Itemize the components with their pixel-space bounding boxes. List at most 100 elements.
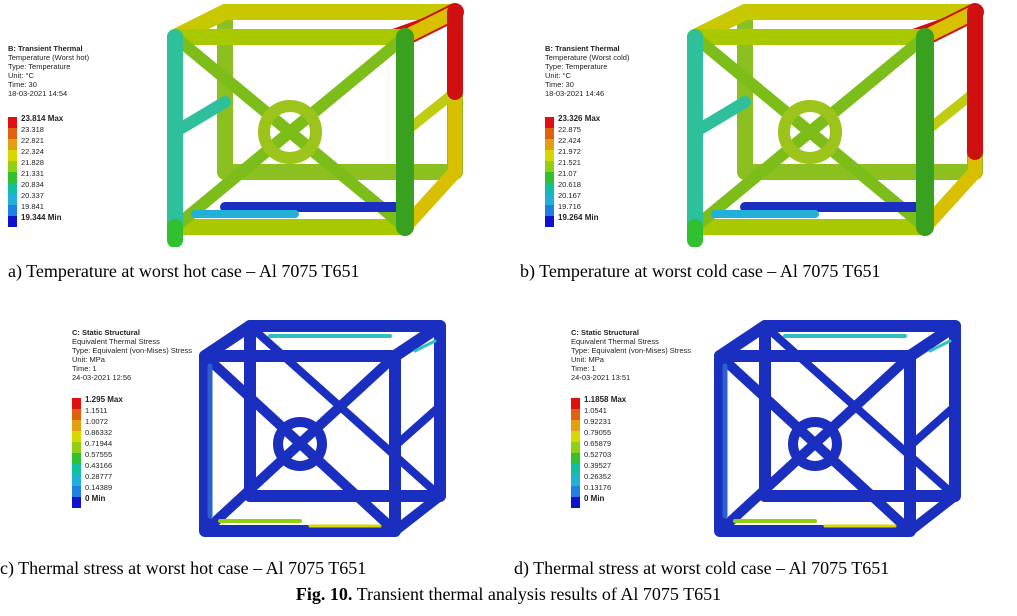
scale-value: 21.521 xyxy=(558,158,581,167)
scale-value: 0.26352 xyxy=(584,472,612,481)
scale-value: 0 Min xyxy=(584,494,605,503)
cube-frame-temperature-hot xyxy=(167,3,464,247)
scale-swatch xyxy=(72,420,81,431)
scale-swatch xyxy=(571,409,580,420)
legend-time: Time: 30 xyxy=(8,80,37,89)
caption-panel-d: d) Thermal stress at worst cold case – A… xyxy=(514,558,890,578)
scale-swatch xyxy=(72,431,81,442)
color-scale-panel-a: 23.814 Max 23.318 22.821 22.324 21.828 21.331… xyxy=(8,114,88,227)
scale-value: 1.295 Max xyxy=(85,395,123,404)
scale-value: 22.424 xyxy=(558,136,581,145)
scale-value: 19.344 Min xyxy=(21,213,62,222)
scale-swatch xyxy=(545,194,554,205)
scale-swatch xyxy=(571,453,580,464)
scale-value: 0.28777 xyxy=(85,472,113,481)
legend-panel-b: B: Transient Thermal Temperature (Worst … xyxy=(545,44,629,98)
scale-value: 0.79055 xyxy=(584,428,612,437)
caption-panel-b: b) Temperature at worst cold case – Al 7… xyxy=(520,261,881,281)
scale-value: 21.972 xyxy=(558,147,581,156)
scale-value: 1.1511 xyxy=(85,406,108,415)
legend-type: Type: Temperature xyxy=(8,62,71,71)
legend-time: Time: 30 xyxy=(545,80,574,89)
scale-swatch xyxy=(8,150,17,161)
scale-swatch xyxy=(72,398,81,409)
figure-label: Fig. 10. xyxy=(295,584,353,604)
scale-swatch xyxy=(571,398,580,409)
scale-value: 0.71944 xyxy=(85,439,113,448)
scale-value: 1.0072 xyxy=(85,417,108,426)
scale-swatch xyxy=(545,117,554,128)
scale-value: 22.875 xyxy=(558,125,581,134)
legend-type: Type: Temperature xyxy=(545,62,608,71)
legend-unit: Unit: °C xyxy=(545,71,571,80)
scale-value: 20.834 xyxy=(21,180,44,189)
scale-value: 19.264 Min xyxy=(558,213,599,222)
scale-swatch xyxy=(72,453,81,464)
legend-date: 18-03-2021 14:46 xyxy=(545,89,605,98)
scale-value: 21.331 xyxy=(21,169,44,178)
scale-swatch xyxy=(545,205,554,216)
scale-value: 0.43166 xyxy=(85,461,113,470)
scale-value: 0.13176 xyxy=(584,483,612,492)
scale-swatch xyxy=(571,486,580,497)
scale-swatch xyxy=(8,216,17,227)
scale-value: 1.1858 Max xyxy=(584,395,627,404)
scale-swatch xyxy=(72,464,81,475)
scale-swatch xyxy=(72,486,81,497)
legend-unit: Unit: MPa xyxy=(72,355,105,364)
scale-value: 20.618 xyxy=(558,180,581,189)
legend-result-name: Temperature (Worst hot) xyxy=(8,53,90,62)
scale-swatch xyxy=(571,420,580,431)
scale-swatch xyxy=(545,139,554,150)
cube-frame-stress-hot xyxy=(199,320,446,537)
color-scale-panel-b: 23.326 Max 22.875 22.424 21.972 21.521 21.07 2… xyxy=(545,114,625,227)
legend-panel-c: C: Static Structural Equivalent Thermal … xyxy=(72,328,192,382)
figure-caption: Fig. 10. Transient thermal analysis resu… xyxy=(0,584,1017,605)
legend-system: B: Transient Thermal xyxy=(545,44,620,53)
scale-swatch xyxy=(571,475,580,486)
scale-swatch xyxy=(571,431,580,442)
scale-swatch xyxy=(8,194,17,205)
legend-unit: Unit: °C xyxy=(8,71,34,80)
legend-system: C: Static Structural xyxy=(72,328,140,337)
scale-swatch xyxy=(571,464,580,475)
scale-value: 22.821 xyxy=(21,136,44,145)
scale-swatch xyxy=(8,161,17,172)
scale-swatch xyxy=(8,183,17,194)
legend-type: Type: Equivalent (von-Mises) Stress xyxy=(571,346,692,355)
color-scale-panel-c: 1.295 Max 1.1511 1.0072 0.86332 0.71944 0.575… xyxy=(72,395,152,508)
legend-time: Time: 1 xyxy=(571,364,596,373)
scale-value: 23.318 xyxy=(21,125,44,134)
legend-time: Time: 1 xyxy=(72,364,97,373)
scale-swatch xyxy=(8,139,17,150)
scale-value: 21.07 xyxy=(558,169,577,178)
scale-value: 1.0541 xyxy=(584,406,607,415)
scale-value: 19.841 xyxy=(21,202,44,211)
scale-value: 0.52703 xyxy=(584,450,612,459)
caption-panel-a: a) Temperature at worst hot case – Al 70… xyxy=(8,261,360,281)
scale-swatch xyxy=(545,172,554,183)
caption-panel-c: c) Thermal stress at worst hot case – Al… xyxy=(0,558,367,578)
scale-swatch xyxy=(72,442,81,453)
scale-value: 0.65879 xyxy=(584,439,612,448)
scale-swatch xyxy=(571,442,580,453)
legend-result-name: Equivalent Thermal Stress xyxy=(571,337,659,346)
scale-value: 0.39527 xyxy=(584,461,612,470)
legend-panel-a: B: Transient Thermal Temperature (Worst … xyxy=(8,44,89,98)
scale-swatch xyxy=(72,497,81,508)
legend-system: C: Static Structural xyxy=(571,328,639,337)
scale-value: 0.92231 xyxy=(584,417,612,426)
figure-caption-text: Transient thermal analysis results of Al… xyxy=(352,584,722,604)
cube-frame-temperature-cold xyxy=(687,3,984,247)
legend-result-name: Equivalent Thermal Stress xyxy=(72,337,160,346)
scale-swatch xyxy=(8,117,17,128)
scale-swatch xyxy=(545,183,554,194)
legend-panel-d: C: Static Structural Equivalent Thermal … xyxy=(571,328,691,382)
cube-frame-stress-cold xyxy=(714,320,961,537)
legend-result-name: Temperature (Worst cold) xyxy=(545,53,630,62)
scale-swatch xyxy=(545,150,554,161)
scale-value: 0.86332 xyxy=(85,428,113,437)
legend-date: 24-03-2021 12:56 xyxy=(72,373,132,382)
scale-swatch xyxy=(545,128,554,139)
scale-swatch xyxy=(8,172,17,183)
